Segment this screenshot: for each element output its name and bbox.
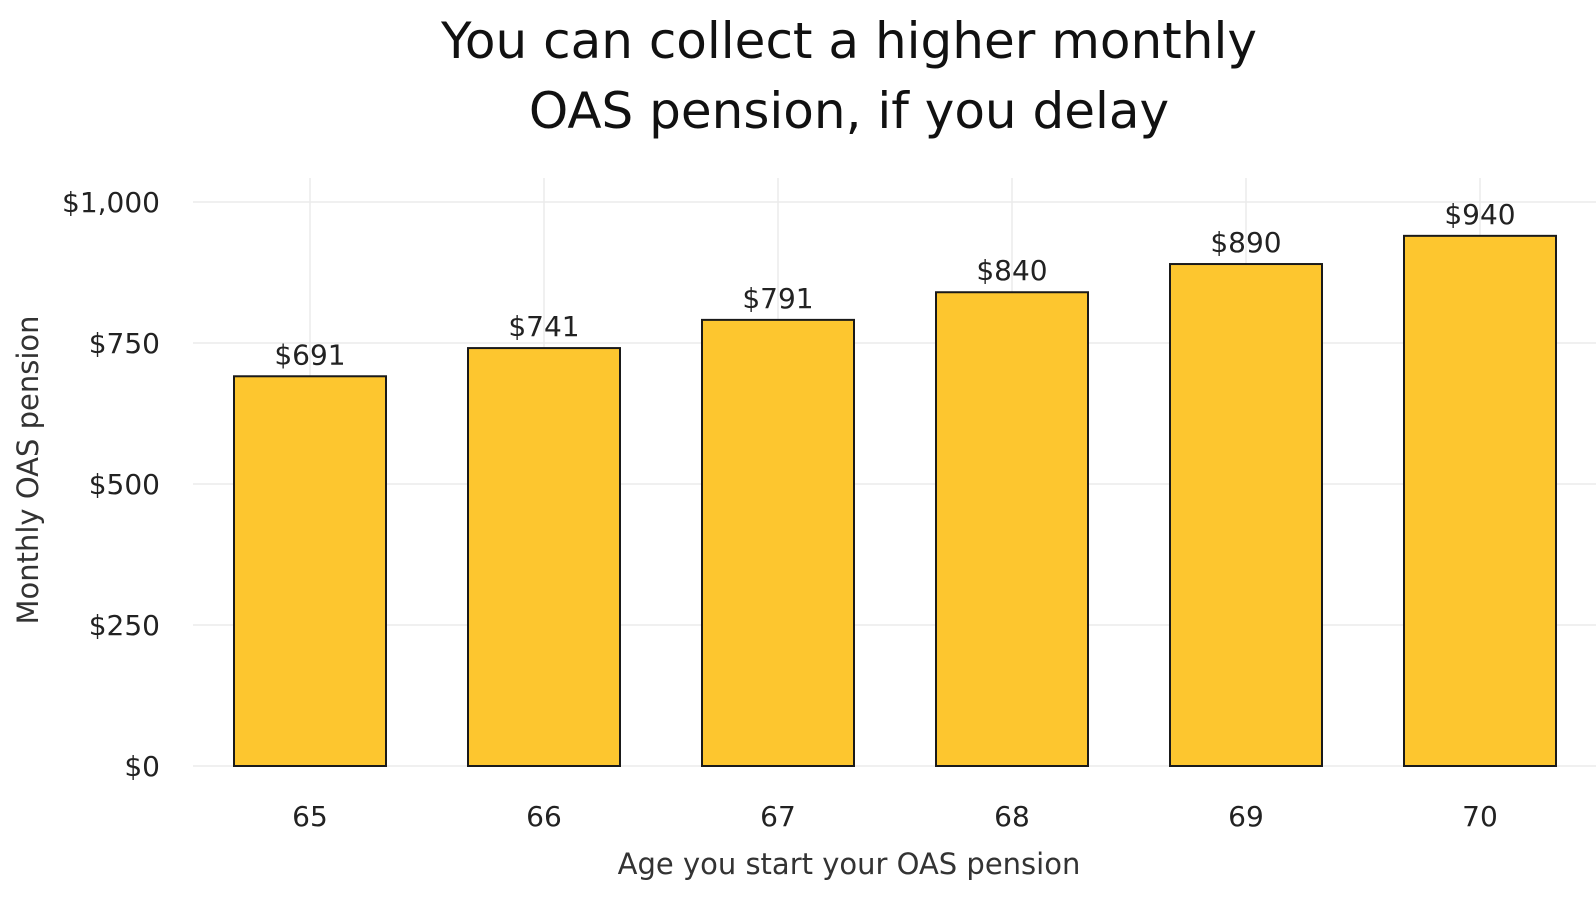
- x-tick-label: 65: [292, 800, 328, 833]
- bar-age-70: [1403, 234, 1557, 767]
- y-axis-label: Monthly OAS pension: [11, 315, 45, 624]
- x-tick-label: 70: [1462, 800, 1498, 833]
- x-axis-ticks: 65 66 67 68 69 70: [292, 800, 1498, 833]
- bar-age-68: [935, 291, 1089, 767]
- bar-age-66: [467, 347, 621, 767]
- y-axis-ticks: $0 $250 $500 $750 $1,000: [62, 186, 160, 783]
- bar-value-label: $791: [742, 282, 813, 315]
- y-tick-label: $1,000: [62, 186, 160, 219]
- bars: $691 $741 $791 $840 $890 $940: [233, 198, 1557, 767]
- bar-age-69: [1169, 263, 1323, 767]
- x-tick-label: 68: [994, 800, 1030, 833]
- y-tick-label: $500: [89, 468, 160, 501]
- bar-age-67: [701, 318, 855, 767]
- x-tick-label: 66: [526, 800, 562, 833]
- y-tick-label: $0: [124, 750, 160, 783]
- y-tick-label: $250: [89, 609, 160, 642]
- x-axis-label: Age you start your OAS pension: [618, 847, 1081, 881]
- y-tick-label: $750: [89, 327, 160, 360]
- chart-title-line-2: OAS pension, if you delay: [529, 82, 1169, 140]
- chart-title-line-1: You can collect a higher monthly: [440, 12, 1257, 70]
- gridlines: [193, 178, 1596, 767]
- bar-age-65: [233, 375, 387, 767]
- bar-value-label: $840: [976, 254, 1047, 287]
- bar-value-label: $940: [1444, 198, 1515, 231]
- x-tick-label: 69: [1228, 800, 1264, 833]
- bar-value-label: $890: [1210, 226, 1281, 259]
- bar-value-label: $741: [508, 310, 579, 343]
- x-tick-label: 67: [760, 800, 796, 833]
- bar-value-label: $691: [274, 338, 345, 371]
